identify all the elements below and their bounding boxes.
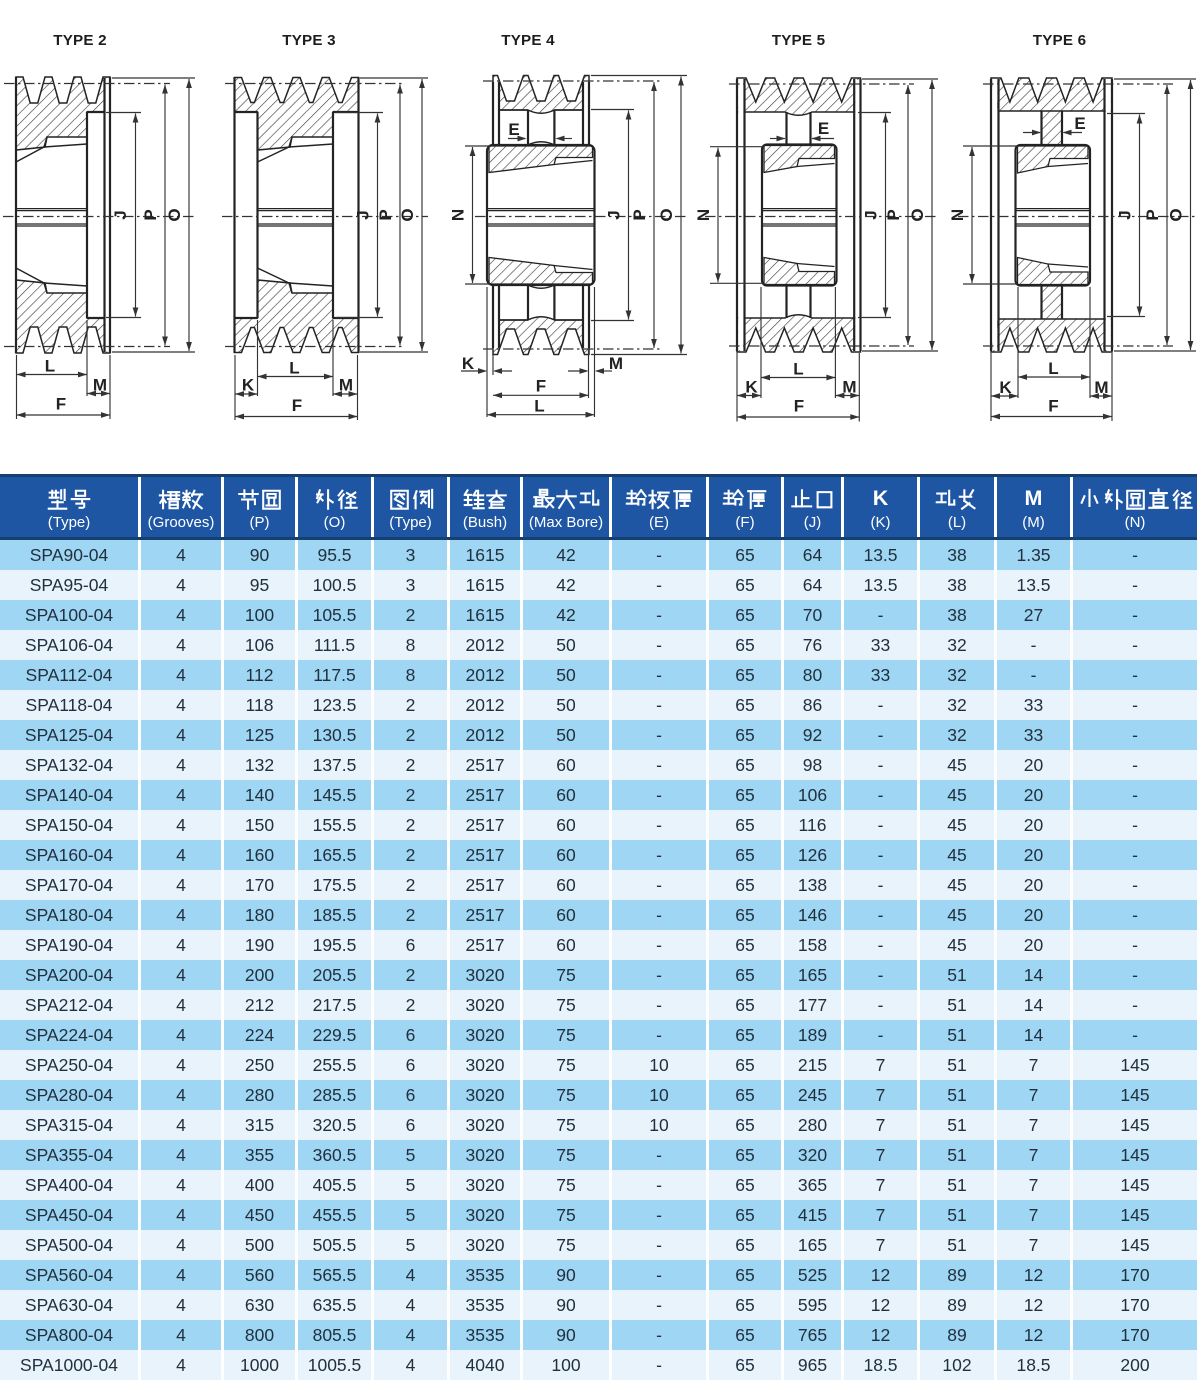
svg-text:M: M <box>609 354 623 373</box>
svg-text:TYPE 6: TYPE 6 <box>1033 32 1087 49</box>
svg-text:P: P <box>376 209 395 220</box>
svg-text:K: K <box>242 376 255 395</box>
svg-text:O: O <box>657 208 676 221</box>
svg-text:TYPE 3: TYPE 3 <box>282 32 336 49</box>
svg-text:L: L <box>793 360 803 379</box>
svg-text:E: E <box>508 120 519 139</box>
svg-text:M: M <box>93 376 107 395</box>
svg-text:E: E <box>818 119 829 138</box>
svg-text:E: E <box>1074 114 1085 133</box>
svg-text:F: F <box>56 395 66 414</box>
svg-text:J: J <box>1116 210 1135 219</box>
svg-text:P: P <box>884 209 903 220</box>
svg-text:P: P <box>141 209 160 220</box>
svg-text:K: K <box>462 354 475 373</box>
svg-text:L: L <box>1048 359 1058 378</box>
svg-text:F: F <box>536 377 546 396</box>
svg-text:N: N <box>948 209 967 221</box>
svg-text:L: L <box>289 359 299 378</box>
svg-text:O: O <box>1167 208 1186 221</box>
svg-text:N: N <box>449 209 468 221</box>
svg-text:M: M <box>842 377 856 396</box>
svg-text:O: O <box>398 208 417 221</box>
svg-text:F: F <box>292 396 302 415</box>
svg-text:J: J <box>605 210 624 219</box>
svg-text:O: O <box>908 208 927 221</box>
svg-text:M: M <box>1094 378 1108 397</box>
svg-text:F: F <box>794 397 804 416</box>
svg-text:P: P <box>630 209 649 220</box>
svg-text:J: J <box>862 210 881 219</box>
svg-text:N: N <box>694 209 713 221</box>
svg-text:J: J <box>111 210 130 219</box>
svg-text:TYPE 5: TYPE 5 <box>772 32 826 49</box>
svg-text:J: J <box>354 210 373 219</box>
svg-text:K: K <box>999 378 1012 397</box>
svg-text:M: M <box>339 376 353 395</box>
svg-text:K: K <box>745 377 758 396</box>
svg-text:L: L <box>45 357 55 376</box>
svg-text:O: O <box>165 208 184 221</box>
svg-text:L: L <box>534 397 544 416</box>
svg-text:P: P <box>1143 209 1162 220</box>
svg-text:TYPE 4: TYPE 4 <box>501 32 555 49</box>
svg-text:TYPE 2: TYPE 2 <box>53 32 107 49</box>
svg-text:F: F <box>1048 397 1058 416</box>
